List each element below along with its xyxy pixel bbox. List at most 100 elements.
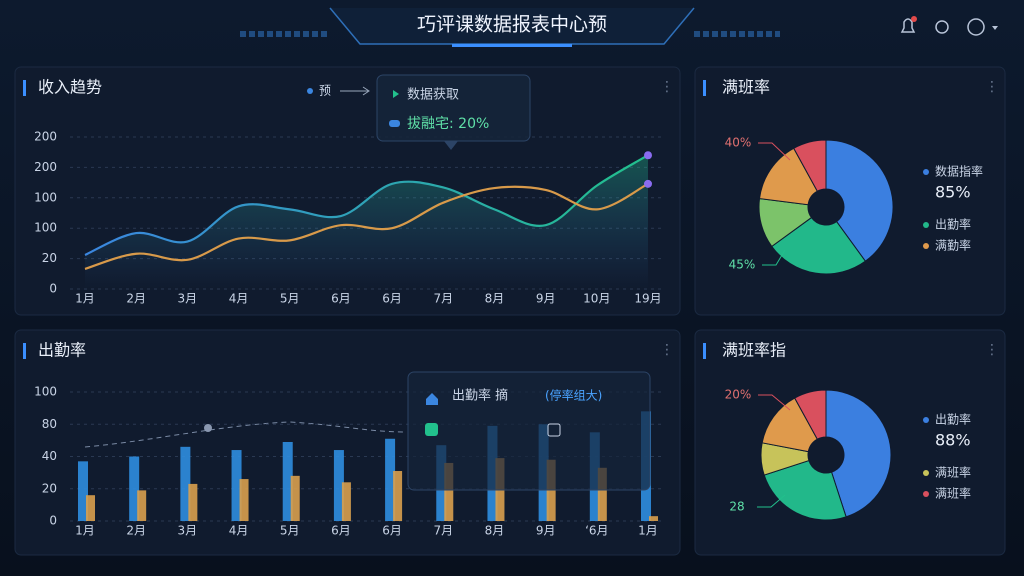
y-tick-label: 100	[34, 385, 57, 399]
bell-icon[interactable]	[900, 18, 916, 33]
tooltip-text: (停率组大)	[545, 388, 602, 403]
settings-icon[interactable]	[935, 20, 949, 34]
bar	[86, 495, 95, 521]
legend-dot	[923, 243, 929, 249]
x-tick-label: 5月	[280, 524, 300, 538]
x-tick-label: 1月	[638, 524, 658, 538]
legend-label: 数据指率	[935, 164, 983, 179]
pie-slice	[794, 389, 827, 440]
bar	[282, 441, 293, 521]
x-tick-label: 6月	[331, 524, 351, 538]
tooltip-icon	[393, 90, 399, 98]
y-tick-label: 200	[34, 130, 57, 144]
pie-slice	[758, 147, 819, 206]
legend-label: 出勤率	[935, 217, 971, 232]
y-tick-label: 200	[34, 160, 57, 174]
x-tick-label: ‘6月	[585, 524, 608, 538]
y-tick-label: 80	[42, 417, 57, 431]
panel-menu: ⋮	[660, 79, 674, 95]
y-tick-label: 0	[49, 514, 57, 528]
x-tick-label: 10月	[583, 292, 610, 306]
x-tick-label: 8月	[485, 524, 505, 538]
annotation: 28	[729, 500, 744, 514]
x-tick-label: 9月	[536, 524, 556, 538]
x-tick-label: 4月	[229, 292, 249, 306]
x-tick-label: 3月	[178, 292, 198, 306]
tooltip-text: 拔融宅: 20%	[407, 116, 489, 132]
area	[85, 155, 648, 289]
tooltip-badge	[425, 423, 438, 436]
y-tick-label: 20	[42, 251, 57, 265]
legend-dot	[923, 417, 929, 423]
bar	[129, 456, 140, 521]
bar	[649, 516, 658, 521]
legend-label: 预	[319, 84, 331, 98]
tooltip-swatch	[389, 120, 400, 127]
tooltip-filter	[547, 423, 561, 437]
legend-label: 满班率	[935, 465, 971, 480]
bar	[78, 461, 88, 521]
x-tick-label: 9月	[536, 292, 556, 306]
panel-title: 收入趋势	[38, 78, 102, 97]
legend-label: 出勤率	[935, 412, 971, 427]
bar	[180, 446, 191, 521]
panel-menu: ⋮	[985, 342, 999, 358]
leader-line	[758, 394, 791, 411]
y-tick-label: 40	[42, 449, 57, 463]
bar	[333, 450, 344, 521]
user-icon[interactable]	[967, 18, 985, 36]
x-tick-label: 3月	[178, 524, 198, 538]
bar	[231, 450, 242, 521]
bar	[341, 482, 351, 521]
x-tick-label: 4月	[229, 524, 249, 538]
panel-menu: ⋮	[660, 342, 674, 358]
bar	[444, 462, 454, 521]
panel-menu: ⋮	[985, 79, 999, 95]
legend-value: 85%	[935, 183, 971, 202]
pie-slice	[771, 216, 867, 275]
trend-point	[204, 424, 212, 432]
x-tick-label: 6月	[382, 292, 402, 306]
bar	[597, 467, 607, 521]
x-tick-label: 2月	[126, 292, 146, 306]
tooltip-icon	[426, 393, 438, 405]
line	[84, 154, 649, 256]
tooltip	[407, 371, 651, 491]
bar	[188, 483, 198, 521]
pie-slice	[793, 139, 827, 192]
x-tick-label: 6月	[382, 524, 402, 538]
panel-title: 满班率	[722, 78, 770, 97]
panel-title: 满班率指	[722, 341, 786, 360]
legend-label: 满勤率	[935, 238, 971, 253]
end-point	[644, 179, 652, 188]
panel-accent	[23, 80, 26, 96]
leader-line	[757, 494, 786, 508]
x-tick-label: 2月	[126, 524, 146, 538]
legend-dot	[307, 88, 313, 94]
user-menu-caret[interactable]	[992, 26, 998, 30]
pie-slice	[763, 459, 847, 521]
end-point	[644, 151, 652, 160]
leader-line	[758, 142, 791, 161]
header-title: 巧评课数据报表中心预	[417, 14, 607, 36]
y-tick-label: 0	[49, 282, 57, 296]
pie-slice	[825, 139, 894, 262]
x-tick-label: 5月	[280, 292, 300, 306]
bar	[290, 475, 300, 521]
pie-slice	[825, 389, 892, 518]
tooltip-title: 出勤率 摘	[452, 388, 508, 404]
legend-dot	[923, 222, 929, 228]
y-tick-label: 100	[34, 190, 57, 204]
y-tick-label: 20	[42, 481, 57, 495]
annotation: 20%	[725, 388, 752, 402]
trend-line	[84, 421, 406, 448]
x-tick-label: 8月	[485, 292, 505, 306]
panel-title: 出勤率	[38, 341, 86, 360]
panel-accent	[23, 343, 26, 359]
bar	[385, 438, 396, 521]
legend-dot	[923, 491, 929, 497]
annotation: 45%	[729, 258, 756, 272]
legend-value: 88%	[935, 431, 971, 450]
annotation: 40%	[725, 136, 752, 150]
notification-dot	[911, 16, 917, 22]
